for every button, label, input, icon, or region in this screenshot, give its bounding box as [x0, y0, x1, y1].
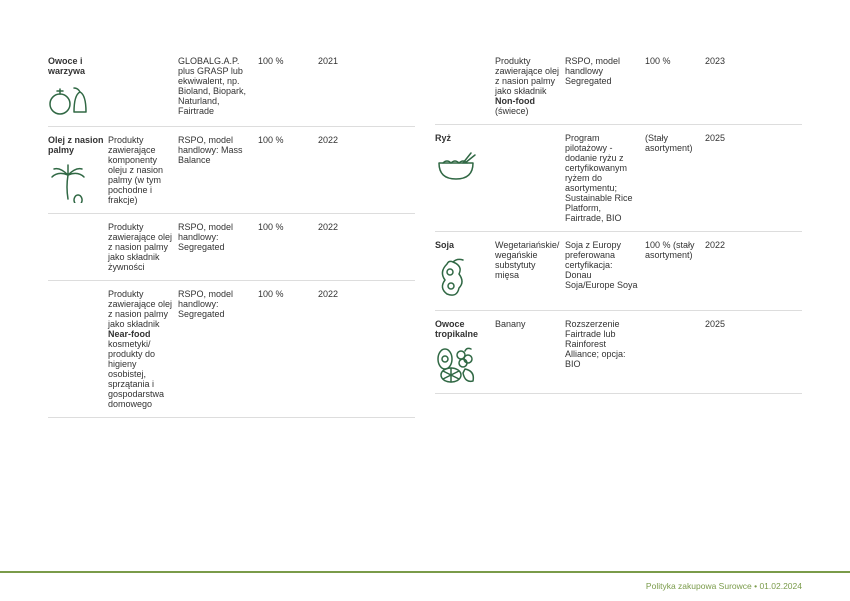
percent-cell: 100 %: [258, 56, 318, 118]
percent-cell: 100 %: [258, 289, 318, 409]
description-cell: Produkty zawierające olej z nasion palmy…: [495, 56, 565, 116]
footer-text: Polityka zakupowa Surowce • 01.02.2024: [646, 581, 802, 591]
percent-cell: 100 %: [258, 135, 318, 205]
certification-cell: RSPO, model handlowy: Segregated: [178, 289, 258, 409]
certification-cell: Soja z Europy preferowana certyfikacja: …: [565, 240, 645, 302]
right-column: Produkty zawierające olej z nasion palmy…: [435, 48, 802, 418]
category-label: Owoce tropikalne: [435, 319, 495, 339]
footer-rule: [0, 571, 850, 573]
category-label: Olej z nasion palmy: [48, 135, 108, 155]
percent-cell: (Stały asortyment): [645, 133, 705, 223]
table-row: Produkty zawierające olej z nasion palmy…: [48, 214, 415, 281]
description-cell: Wegetariańskie/ wegańskie substytuty mię…: [495, 240, 565, 302]
description-cell: Produkty zawierające olej z nasion palmy…: [108, 222, 178, 272]
certification-cell: Rozszerzenie Fairtrade lub Rainforest Al…: [565, 319, 645, 385]
soy-icon: [435, 256, 495, 302]
description-cell: [495, 133, 565, 223]
rice-icon: [435, 149, 495, 183]
table-row: Produkty zawierające olej z nasion palmy…: [48, 281, 415, 418]
fruit-veg-icon: [48, 82, 108, 118]
percent-cell: 100 %: [645, 56, 705, 116]
year-cell: 2023: [705, 56, 802, 116]
certification-cell: RSPO, model handlowy: Mass Balance: [178, 135, 258, 205]
table-row: Ryż Program pilotażowy - dodanie ryżu z …: [435, 125, 802, 232]
palm-icon: [48, 161, 108, 203]
table-row: Owoce i warzywa GLOBALG.A.P. plus GRASP …: [48, 48, 415, 127]
certification-cell: RSPO, model handlowy Segregated: [565, 56, 645, 116]
description-cell: Produkty zawierające komponenty oleju z …: [108, 135, 178, 205]
left-column: Owoce i warzywa GLOBALG.A.P. plus GRASP …: [48, 48, 415, 418]
table-row: Olej z nasion palmy Produkty zawierające…: [48, 127, 415, 214]
category-label: Owoce i warzywa: [48, 56, 108, 76]
certification-cell: Program pilotażowy - dodanie ryżu z cert…: [565, 133, 645, 223]
description-cell: Banany: [495, 319, 565, 385]
certification-cell: RSPO, model handlowy: Segregated: [178, 222, 258, 272]
description-cell: Produkty zawierające olej z nasion palmy…: [108, 289, 178, 409]
description-cell: [108, 56, 178, 118]
tropical-icon: [435, 345, 495, 385]
year-cell: 2021: [318, 56, 415, 118]
percent-cell: [645, 319, 705, 385]
year-cell: 2022: [318, 289, 415, 409]
percent-cell: 100 %: [258, 222, 318, 272]
table-row: Produkty zawierające olej z nasion palmy…: [435, 48, 802, 125]
certification-cell: GLOBALG.A.P. plus GRASP lub ekwiwalent, …: [178, 56, 258, 118]
percent-cell: 100 % (stały asortyment): [645, 240, 705, 302]
year-cell: 2025: [705, 319, 802, 385]
table-row: Owoce tropikalne BananyRozszerzenie Fair…: [435, 311, 802, 394]
year-cell: 2022: [318, 135, 415, 205]
year-cell: 2022: [318, 222, 415, 272]
year-cell: 2022: [705, 240, 802, 302]
category-label: Soja: [435, 240, 495, 250]
table-row: Soja Wegetariańskie/ wegańskie substytut…: [435, 232, 802, 311]
year-cell: 2025: [705, 133, 802, 223]
category-label: Ryż: [435, 133, 495, 143]
